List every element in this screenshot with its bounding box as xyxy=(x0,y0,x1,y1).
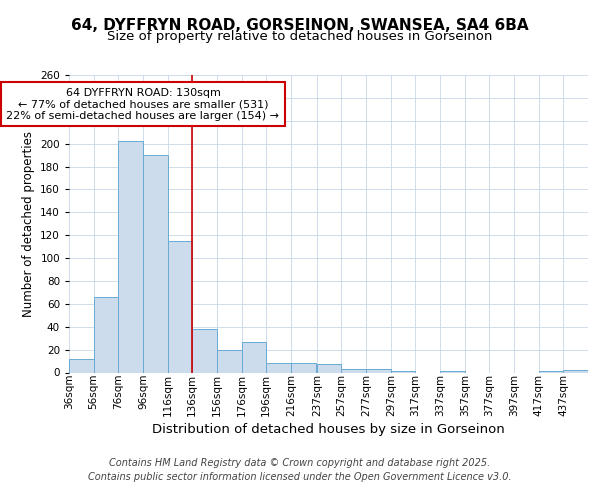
Text: Size of property relative to detached houses in Gorseinon: Size of property relative to detached ho… xyxy=(107,30,493,43)
Bar xyxy=(366,369,391,372)
Y-axis label: Number of detached properties: Number of detached properties xyxy=(22,130,35,317)
Bar xyxy=(94,297,118,372)
Bar xyxy=(242,342,266,372)
Bar xyxy=(266,364,291,372)
Bar xyxy=(563,370,588,372)
Text: 64 DYFFRYN ROAD: 130sqm
← 77% of detached houses are smaller (531)
22% of semi-d: 64 DYFFRYN ROAD: 130sqm ← 77% of detache… xyxy=(7,88,280,121)
Bar xyxy=(317,364,341,372)
Text: 64, DYFFRYN ROAD, GORSEINON, SWANSEA, SA4 6BA: 64, DYFFRYN ROAD, GORSEINON, SWANSEA, SA… xyxy=(71,18,529,32)
Bar xyxy=(192,329,217,372)
Text: Contains public sector information licensed under the Open Government Licence v3: Contains public sector information licen… xyxy=(88,472,512,482)
Bar xyxy=(118,142,143,372)
Text: Contains HM Land Registry data © Crown copyright and database right 2025.: Contains HM Land Registry data © Crown c… xyxy=(109,458,491,468)
Bar xyxy=(341,369,366,372)
X-axis label: Distribution of detached houses by size in Gorseinon: Distribution of detached houses by size … xyxy=(152,423,505,436)
Bar xyxy=(217,350,242,372)
Bar xyxy=(143,155,167,372)
Bar xyxy=(167,241,192,372)
Bar xyxy=(291,364,316,372)
Bar xyxy=(69,359,94,372)
